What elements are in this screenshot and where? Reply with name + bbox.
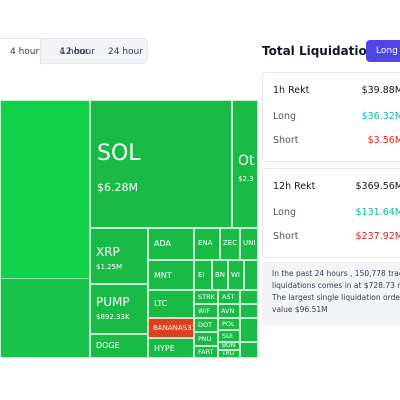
treemap-cell-fart[interactable]: FART: [194, 346, 218, 358]
wif-symbol: WIF: [198, 307, 211, 315]
ast-symbol: AST: [222, 293, 235, 301]
other-symbol: Ot: [238, 153, 255, 169]
mnt-symbol: MNT: [154, 271, 172, 280]
treemap-cell-other[interactable]: Ot $2.3: [232, 100, 258, 228]
treemap-cell-xrp[interactable]: XRP $1.25M: [90, 228, 148, 284]
treemap-cell-ei[interactable]: EI: [194, 260, 212, 290]
value-1h-short: $3.56M: [367, 135, 400, 146]
row-12h-total: 12h Rekt $369.56M: [273, 181, 400, 195]
uni-symbol: UNI: [243, 239, 256, 247]
label-12h-short: Short: [273, 231, 299, 242]
sui-symbol: SUI: [222, 332, 233, 340]
label-12h: 12h Rekt: [273, 181, 316, 192]
dot-symbol: DOT: [198, 321, 213, 329]
bananas31-symbol: BANANAS31: [153, 324, 194, 332]
label-1h: 1h Rekt: [273, 85, 310, 96]
timeframe-option-4h-label[interactable]: 4 hour: [10, 47, 40, 57]
ltc-symbol: LTC: [154, 299, 168, 308]
treemap-cell-strk[interactable]: STRK: [194, 290, 218, 304]
row-1h-short: Short $3.56M: [273, 135, 400, 149]
value-1h-long: $36.32M: [361, 111, 400, 122]
treemap-cell-sui[interactable]: SUI: [218, 330, 240, 342]
treemap-cell-bananas31[interactable]: BANANAS31: [148, 318, 194, 338]
treemap-cell-big-lower: [0, 278, 90, 358]
treemap-cell-bon[interactable]: BON: [218, 342, 240, 350]
treemap-cell-pump[interactable]: PUMP $892.33K: [90, 284, 148, 334]
summary-line-4: value $96.51M: [272, 305, 328, 314]
treemap-cell-pol[interactable]: POL: [218, 318, 240, 330]
liquidations-1h-card: 1h Rekt $39.88M Long $36.32M Short $3.56…: [262, 72, 400, 162]
timeframe-selector: 4 hour: [0, 38, 148, 65]
liquidation-treemap: SOL $6.28M Ot $2.3 XRP $1.25M PUMP $892.…: [0, 100, 258, 358]
treemap-cell-wi[interactable]: WI: [228, 260, 244, 290]
row-1h-total: 1h Rekt $39.88M: [273, 85, 400, 99]
ena-symbol: ENA: [198, 239, 213, 247]
treemap-cell-sol[interactable]: SOL $6.28M: [90, 100, 232, 228]
row-12h-short: Short $237.92M: [273, 231, 400, 245]
value-12h-short: $237.92M: [355, 231, 400, 242]
treemap-cell-small-2[interactable]: [240, 290, 258, 304]
treemap-cell-doge[interactable]: DOGE: [90, 334, 148, 358]
ei-symbol: EI: [198, 271, 205, 279]
treemap-cell-bn[interactable]: BN: [212, 260, 228, 290]
pol-symbol: POL: [222, 320, 235, 328]
pump-symbol: PUMP: [96, 295, 130, 309]
timeframe-option-24h[interactable]: 24 hour: [108, 47, 143, 57]
row-12h-long: Long $131.64M: [273, 207, 400, 221]
liquidation-summary: In the past 24 hours , 150,778 trade liq…: [262, 262, 400, 326]
fart-symbol: FART: [198, 348, 214, 356]
treemap-cell-tru[interactable]: TRU: [218, 350, 240, 358]
sol-symbol: SOL: [97, 141, 141, 166]
treemap-cell-small-4[interactable]: [240, 318, 258, 342]
long-toggle-button[interactable]: Long: [366, 40, 400, 62]
summary-line-3: The largest single liquidation order: [272, 293, 400, 302]
treemap-cell-small-1[interactable]: [244, 260, 258, 290]
bon-symbol: BON: [222, 342, 236, 349]
treemap-cell-zec[interactable]: ZEC: [220, 228, 240, 260]
label-1h-long: Long: [273, 111, 296, 122]
value-1h-total: $39.88M: [361, 85, 400, 96]
value-12h-total: $369.56M: [355, 181, 400, 192]
timeframe-option-12h[interactable]: 12 hour: [60, 47, 95, 57]
total-liquidations-title: Total Liquidations: [262, 44, 383, 58]
zec-symbol: ZEC: [223, 239, 238, 247]
strk-symbol: STRK: [198, 293, 215, 301]
treemap-cell-wif[interactable]: WIF: [194, 304, 218, 318]
liquidations-12h-card: 12h Rekt $369.56M Long $131.64M Short $2…: [262, 168, 400, 258]
label-12h-long: Long: [273, 207, 296, 218]
wi-symbol: WI: [231, 271, 240, 279]
hype-symbol: HYPE: [154, 344, 175, 353]
treemap-cell-ast[interactable]: AST: [218, 290, 240, 304]
label-1h-short: Short: [273, 135, 299, 146]
treemap-cell-small-5[interactable]: [240, 342, 258, 358]
treemap-cell-pnu[interactable]: PNU: [194, 332, 218, 346]
tru-symbol: TRU: [222, 350, 235, 357]
timeframe-option-4h[interactable]: 4 hour: [59, 47, 89, 57]
avn-symbol: AVN: [221, 307, 235, 315]
other-amount: $2.3: [238, 175, 254, 183]
sol-amount: $6.28M: [97, 181, 138, 194]
ada-symbol: ADA: [154, 239, 171, 248]
summary-line-1: In the past 24 hours , 150,778 trade: [272, 269, 400, 278]
treemap-cell-mnt[interactable]: MNT: [148, 260, 194, 290]
treemap-cell-hype[interactable]: HYPE: [148, 338, 194, 358]
treemap-cell-small-3[interactable]: [240, 304, 258, 318]
pnu-symbol: PNU: [198, 335, 212, 343]
summary-line-2: liquidations comes in at $728.73 m: [272, 281, 400, 290]
pump-amount: $892.33K: [96, 313, 130, 321]
timeframe-option-1h[interactable]: [0, 39, 41, 65]
treemap-cell-dot[interactable]: DOT: [194, 318, 218, 332]
treemap-cell-ena[interactable]: ENA: [194, 228, 220, 260]
xrp-symbol: XRP: [96, 245, 120, 259]
treemap-cell-ada[interactable]: ADA: [148, 228, 194, 260]
xrp-amount: $1.25M: [96, 263, 123, 271]
doge-symbol: DOGE: [96, 341, 120, 350]
bn-symbol: BN: [215, 271, 226, 279]
row-1h-long: Long $36.32M: [273, 111, 400, 125]
treemap-cell-avn[interactable]: AVN: [218, 304, 240, 318]
treemap-cell-ltc[interactable]: LTC: [148, 290, 194, 318]
value-12h-long: $131.64M: [355, 207, 400, 218]
treemap-cell-uni[interactable]: UNI: [240, 228, 258, 260]
